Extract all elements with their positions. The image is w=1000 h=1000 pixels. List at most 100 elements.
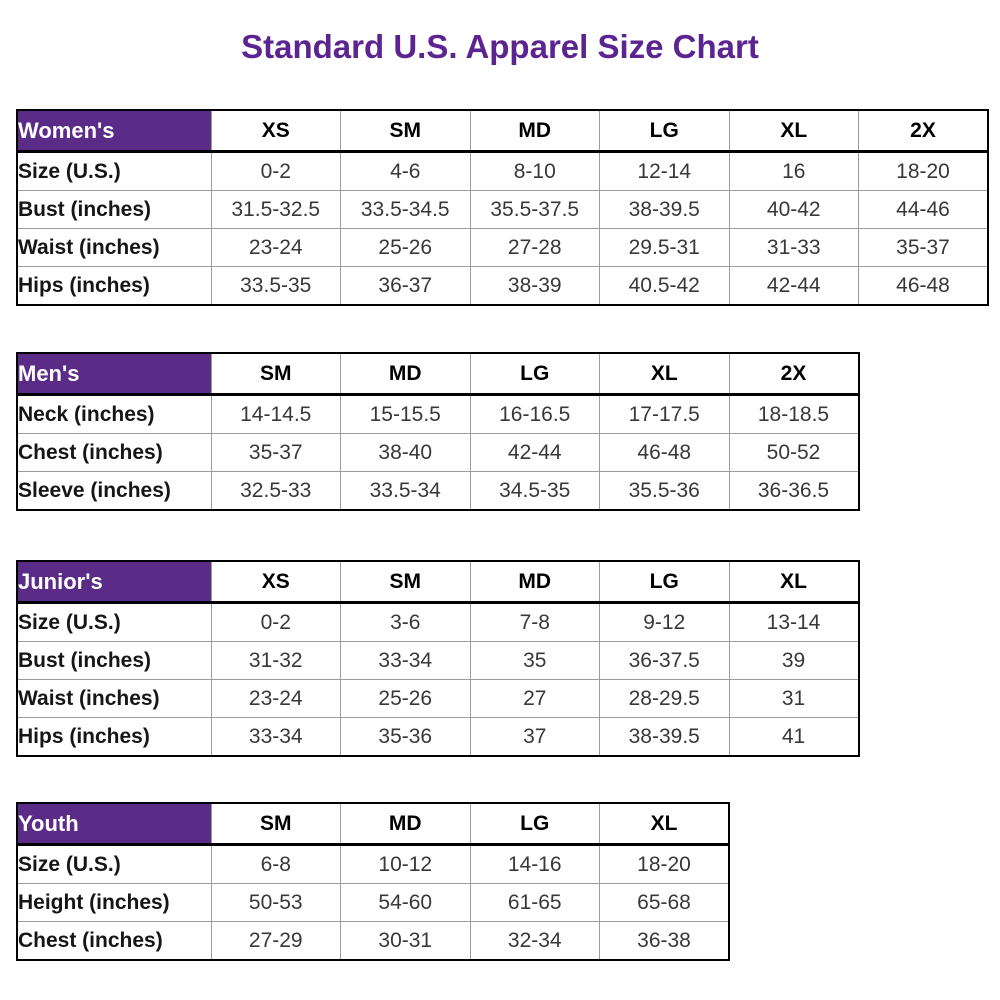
table-row: Chest (inches) 27-29 30-31 32-34 36-38 (16, 921, 730, 961)
value-cell: 6-8 (210, 844, 341, 884)
value-cell: 38-40 (340, 433, 471, 472)
value-cell: 41 (728, 717, 859, 757)
value-cell: 18-20 (858, 151, 989, 191)
table-group-header: Men's (16, 352, 212, 396)
row-label: Bust (inches) (16, 190, 212, 229)
column-header-md: MD (340, 352, 471, 396)
value-cell: 31 (728, 679, 859, 718)
value-cell: 36-36.5 (728, 471, 859, 511)
value-cell: 35-36 (340, 717, 471, 757)
table-row: Waist (inches) 23-24 25-26 27-28 29.5-31 31-3… (16, 228, 989, 267)
table-group-header: Junior's (16, 560, 212, 604)
value-cell: 40.5-42 (599, 266, 730, 306)
value-cell: 23-24 (210, 679, 341, 718)
column-header-xl: XL (599, 802, 730, 846)
column-header-md: MD (469, 560, 600, 604)
value-cell: 30-31 (340, 921, 471, 961)
value-cell: 31.5-32.5 (210, 190, 341, 229)
value-cell: 35 (469, 641, 600, 680)
value-cell: 38-39 (469, 266, 600, 306)
value-cell: 4-6 (340, 151, 471, 191)
row-label: Sleeve (inches) (16, 471, 212, 511)
value-cell: 35-37 (858, 228, 989, 267)
table-row: Bust (inches) 31-32 33-34 35 36-37.5 39 (16, 641, 859, 680)
column-header-lg: LG (469, 802, 600, 846)
value-cell: 13-14 (728, 602, 859, 642)
value-cell: 38-39.5 (599, 190, 730, 229)
table-header-row: Youth SM MD LG XL (16, 802, 730, 846)
value-cell: 35-37 (210, 433, 341, 472)
value-cell: 7-8 (469, 602, 600, 642)
value-cell: 36-37.5 (599, 641, 730, 680)
value-cell: 31-33 (728, 228, 859, 267)
value-cell: 12-14 (599, 151, 730, 191)
table-row: Hips (inches) 33-34 35-36 37 38-39.5 41 (16, 717, 859, 757)
value-cell: 33-34 (210, 717, 341, 757)
column-header-md: MD (469, 109, 600, 153)
value-cell: 42-44 (469, 433, 600, 472)
column-header-sm: SM (210, 802, 341, 846)
column-header-md: MD (340, 802, 471, 846)
value-cell: 44-46 (858, 190, 989, 229)
value-cell: 25-26 (340, 228, 471, 267)
row-label: Waist (inches) (16, 679, 212, 718)
table-header-row: Junior's XS SM MD LG XL (16, 560, 859, 604)
column-header-sm: SM (340, 560, 471, 604)
column-header-xl: XL (728, 560, 859, 604)
table-row: Bust (inches) 31.5-32.5 33.5-34.5 35.5-37.5… (16, 190, 989, 229)
column-header-xs: XS (210, 560, 341, 604)
table-row: Sleeve (inches) 32.5-33 33.5-34 34.5-35 35.5… (16, 471, 859, 511)
value-cell: 33.5-35 (210, 266, 341, 306)
value-cell: 50-53 (210, 883, 341, 922)
value-cell: 50-52 (728, 433, 859, 472)
table-row: Neck (inches) 14-14.5 15-15.5 16-16.5 17-17.… (16, 394, 859, 434)
size-table-men-s: Men's SM MD LG XL 2X Neck (inches) 14-14.5 15-15… (16, 352, 860, 511)
value-cell: 61-65 (469, 883, 600, 922)
value-cell: 16-16.5 (469, 394, 600, 434)
row-label: Waist (inches) (16, 228, 212, 267)
value-cell: 29.5-31 (599, 228, 730, 267)
value-cell: 0-2 (210, 602, 341, 642)
value-cell: 9-12 (599, 602, 730, 642)
value-cell: 32.5-33 (210, 471, 341, 511)
value-cell: 35.5-37.5 (469, 190, 600, 229)
value-cell: 33.5-34 (340, 471, 471, 511)
column-header-xs: XS (210, 109, 341, 153)
value-cell: 33.5-34.5 (340, 190, 471, 229)
value-cell: 14-14.5 (210, 394, 341, 434)
row-label: Size (U.S.) (16, 602, 212, 642)
value-cell: 14-16 (469, 844, 600, 884)
value-cell: 65-68 (599, 883, 730, 922)
value-cell: 35.5-36 (599, 471, 730, 511)
column-header-lg: LG (599, 109, 730, 153)
value-cell: 18-20 (599, 844, 730, 884)
value-cell: 36-37 (340, 266, 471, 306)
value-cell: 17-17.5 (599, 394, 730, 434)
value-cell: 37 (469, 717, 600, 757)
table-row: Hips (inches) 33.5-35 36-37 38-39 40.5-42 42-… (16, 266, 989, 306)
row-label: Bust (inches) (16, 641, 212, 680)
value-cell: 8-10 (469, 151, 600, 191)
column-header-lg: LG (469, 352, 600, 396)
column-header-2x: 2X (728, 352, 859, 396)
size-table-youth: Youth SM MD LG XL Size (U.S.) 6-8 10-12 14-16 18-… (16, 802, 730, 961)
value-cell: 33-34 (340, 641, 471, 680)
value-cell: 36-38 (599, 921, 730, 961)
value-cell: 16 (728, 151, 859, 191)
value-cell: 40-42 (728, 190, 859, 229)
value-cell: 28-29.5 (599, 679, 730, 718)
row-label: Hips (inches) (16, 266, 212, 306)
column-header-2x: 2X (858, 109, 989, 153)
value-cell: 15-15.5 (340, 394, 471, 434)
row-label: Chest (inches) (16, 921, 212, 961)
row-label: Hips (inches) (16, 717, 212, 757)
column-header-sm: SM (340, 109, 471, 153)
row-label: Size (U.S.) (16, 151, 212, 191)
table-row: Size (U.S.) 6-8 10-12 14-16 18-20 (16, 844, 730, 884)
value-cell: 38-39.5 (599, 717, 730, 757)
table-row: Height (inches) 50-53 54-60 61-65 65-68 (16, 883, 730, 922)
value-cell: 32-34 (469, 921, 600, 961)
column-header-sm: SM (210, 352, 341, 396)
table-group-header: Youth (16, 802, 212, 846)
